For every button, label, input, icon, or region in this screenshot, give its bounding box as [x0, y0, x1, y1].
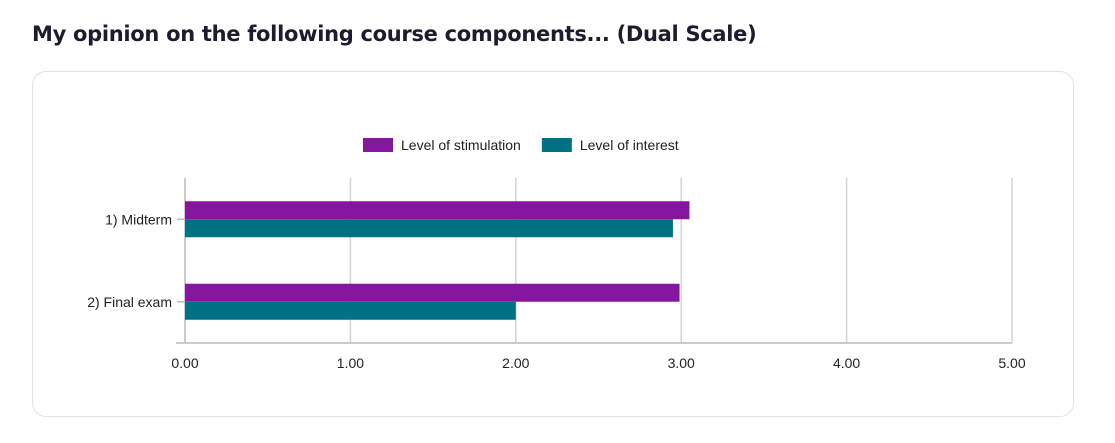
legend-label: Level of stimulation: [401, 137, 521, 153]
y-tick-label: 1) Midterm: [105, 211, 172, 227]
x-tick-label: 3.00: [668, 355, 695, 371]
bar-0-1: [185, 283, 680, 302]
x-tick-label: 5.00: [998, 355, 1025, 371]
x-tick-label: 1.00: [337, 355, 364, 371]
legend-swatch: [363, 138, 393, 152]
legend-swatch: [541, 138, 572, 152]
legend-label: Level of interest: [580, 137, 679, 153]
page-title: My opinion on the following course compo…: [32, 22, 757, 46]
bar-1-1: [185, 301, 516, 320]
bar-0-0: [185, 201, 690, 220]
y-tick-label: 2) Final exam: [87, 294, 172, 310]
x-tick-label: 2.00: [502, 355, 529, 371]
x-tick-label: 4.00: [833, 355, 860, 371]
chart-card: [32, 71, 1074, 417]
x-tick-label: 0.00: [171, 355, 198, 371]
bar-1-0: [185, 219, 673, 238]
